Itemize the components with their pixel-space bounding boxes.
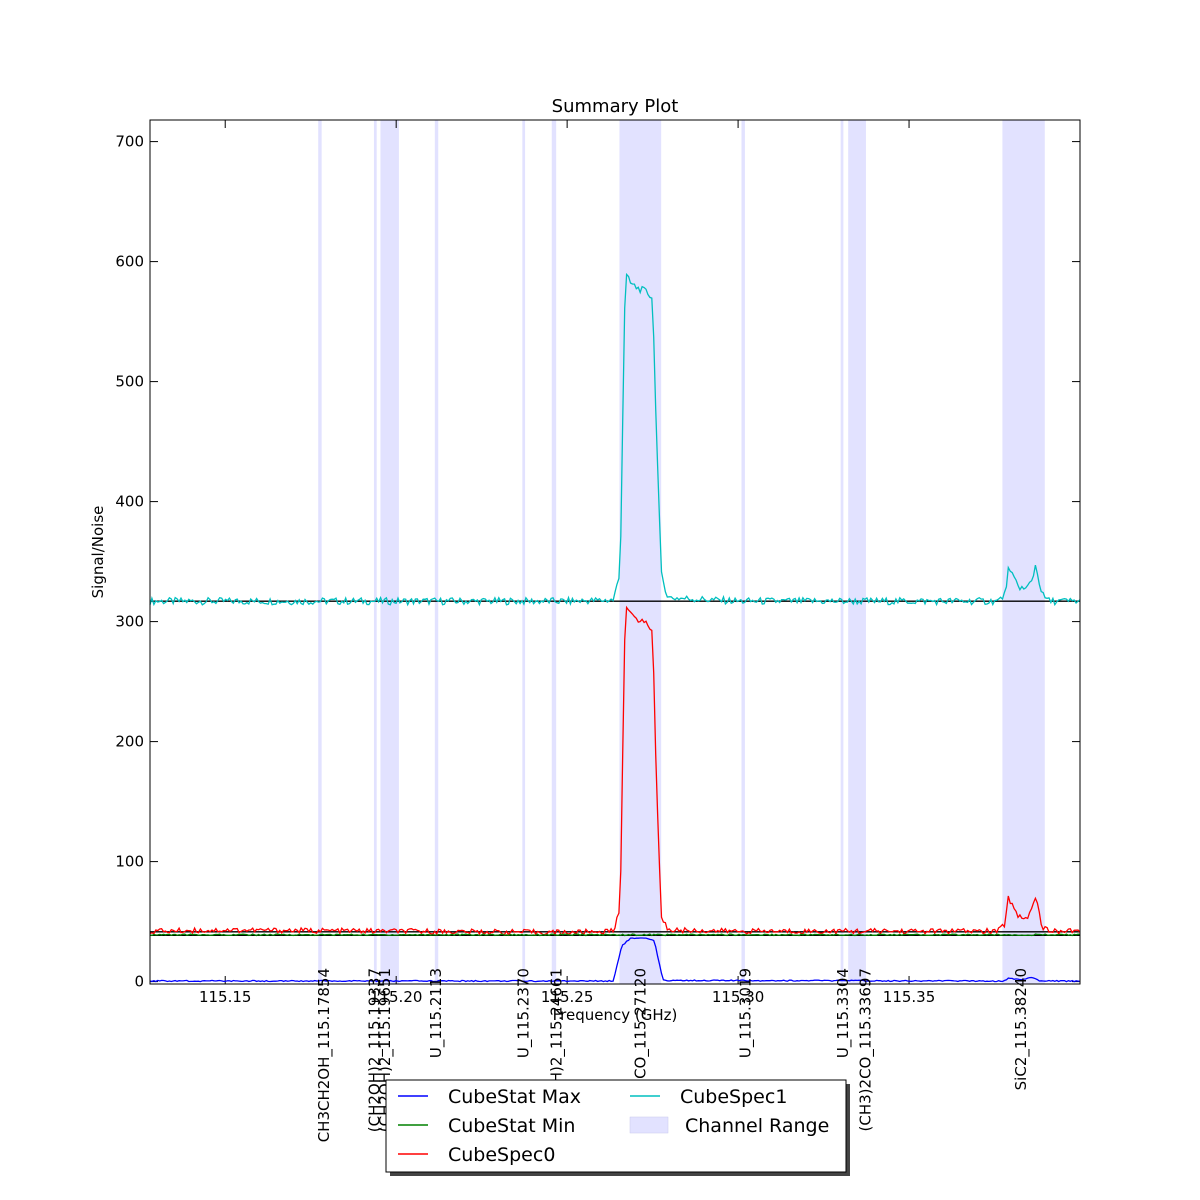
y-tick-label: 200 <box>115 733 144 751</box>
x-axis: 115.15 115.20 115.25 115.30 115.35 <box>199 120 935 1006</box>
series-line-cubespec0 <box>149 605 1081 937</box>
channel-range-band <box>373 120 377 984</box>
line-marker-label: CH3CH2OH_115.17854 <box>315 968 334 1142</box>
x-tick-label: 115.20 <box>370 988 423 1006</box>
chart-title: Summary Plot <box>552 96 679 117</box>
channel-ranges <box>318 120 1045 984</box>
channel-range-band <box>741 120 745 984</box>
channel-range-band <box>551 120 557 984</box>
legend-label: CubeSpec0 <box>448 1144 555 1166</box>
line-marker-label: U_115.3304 <box>834 968 853 1058</box>
line-marker-label: (CH2OH)2_115.19337 <box>366 968 385 1132</box>
y-axis-label: Signal/Noise <box>89 506 107 599</box>
legend-box <box>385 1079 847 1173</box>
line-marker-label: U_115.3019 <box>737 968 756 1058</box>
y-tick-label: 0 <box>134 973 144 991</box>
y-tick-label: 400 <box>115 493 144 511</box>
y-tick-label: 500 <box>115 373 144 391</box>
line-marker-label: (CH3)2CO_115.33697 <box>856 968 875 1131</box>
legend-label: CubeStat Max <box>448 1086 581 1108</box>
line-marker-label: CO_115.27120 <box>632 968 651 1079</box>
x-axis-label: Frequency (GHz) <box>553 1006 678 1024</box>
y-tick-label: 300 <box>115 613 144 631</box>
plot-frame <box>149 119 1081 985</box>
channel-range-band <box>522 120 526 984</box>
line-marker-label: U_115.2370 <box>515 968 534 1058</box>
channel-range-band <box>1002 120 1045 984</box>
y-tick-label: 100 <box>115 853 144 871</box>
x-tick-label: 115.30 <box>712 988 765 1006</box>
series-line-cubestat-max <box>149 937 1081 983</box>
x-tick-label: 115.15 <box>199 988 252 1006</box>
y-axis: 0 100 200 300 400 500 600 700 <box>115 133 1080 991</box>
channel-range-band <box>434 120 439 984</box>
series-lines <box>149 272 1081 983</box>
x-tick-label: 115.35 <box>883 988 936 1006</box>
y-tick-label: 700 <box>115 133 144 151</box>
line-marker-label: U_115.2113 <box>427 968 446 1058</box>
channel-range-band <box>318 120 322 984</box>
x-tick-label: 115.25 <box>541 988 594 1006</box>
line-marker-label: SiC2_115.38240 <box>1012 968 1031 1090</box>
legend-label: Channel Range <box>685 1115 829 1137</box>
legend-swatch <box>629 1116 669 1134</box>
legend: CubeStat Max CubeStat Min CubeSpec0 CubeSpe… <box>385 1079 850 1176</box>
channel-range-band <box>619 120 662 984</box>
legend-label: CubeSpec1 <box>680 1086 787 1108</box>
y-tick-label: 600 <box>115 253 144 271</box>
series-line-cubespec1 <box>149 272 1081 607</box>
channel-range-band <box>848 120 866 984</box>
channel-range-band <box>380 120 399 984</box>
series-line-cubestat-min <box>149 933 1081 937</box>
legend-label: CubeStat Min <box>448 1115 575 1137</box>
channel-range-band <box>840 120 844 984</box>
